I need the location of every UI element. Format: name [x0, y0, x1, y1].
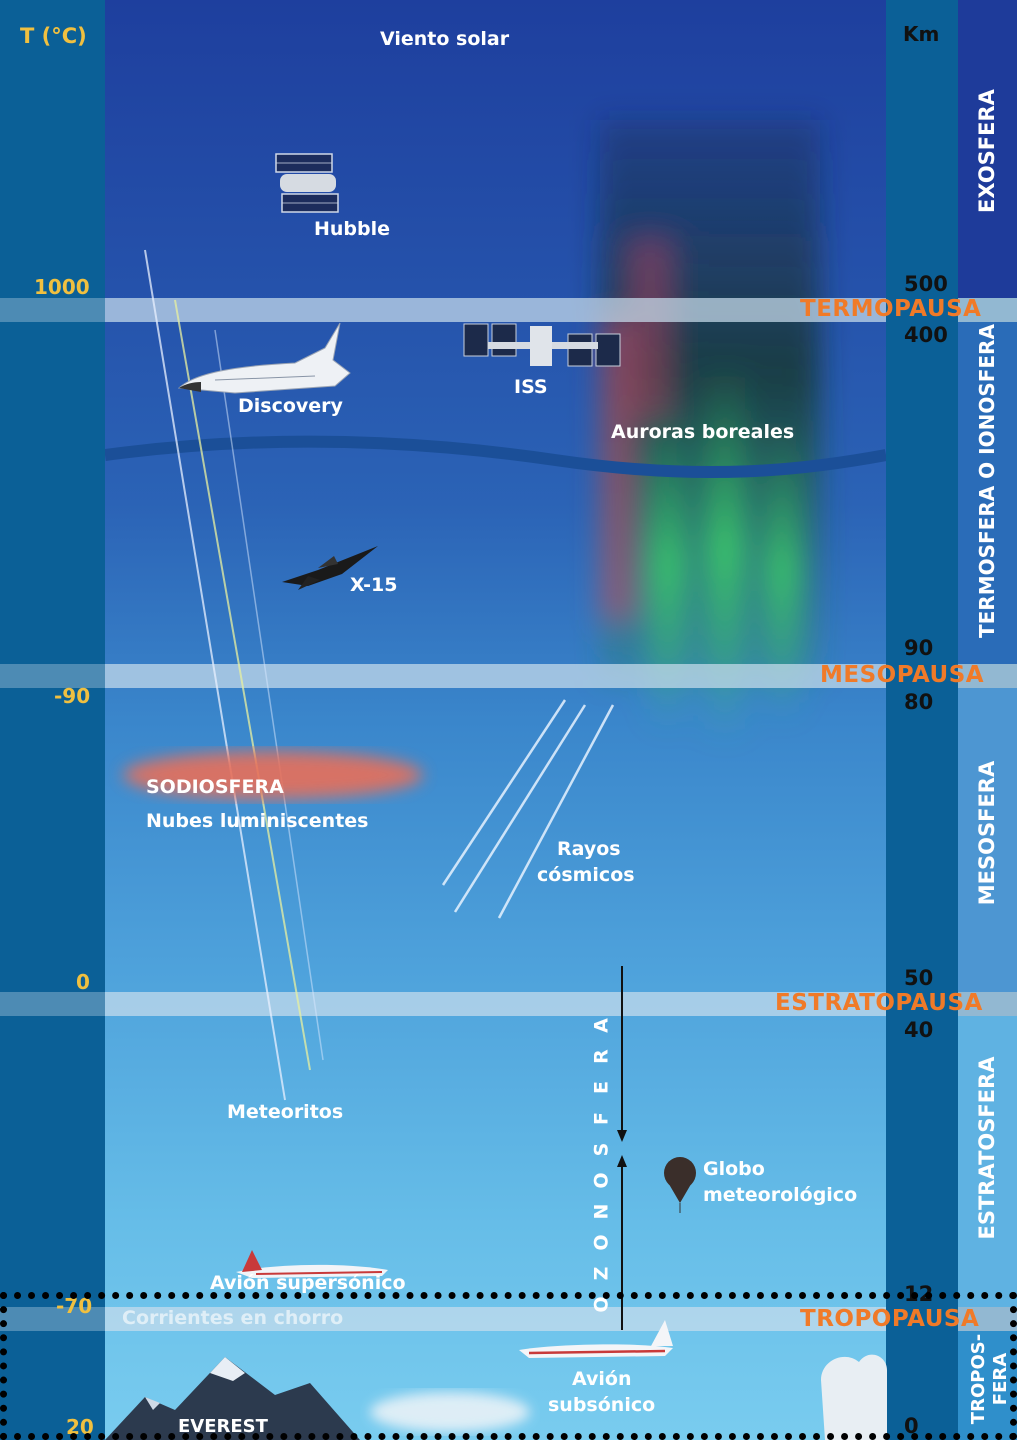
- subsonico-label: subsónico: [548, 1394, 656, 1416]
- avion-label: Avión: [572, 1368, 632, 1390]
- km-0: 0: [904, 1414, 919, 1438]
- termopausa-band: [105, 298, 1017, 322]
- nubes-label: Nubes luminiscentes: [146, 810, 369, 832]
- cumulus-cloud: [821, 1354, 887, 1440]
- weather-balloon-icon: [664, 1157, 696, 1213]
- meteoritos-label: Meteoritos: [227, 1101, 344, 1123]
- km-50: 50: [904, 966, 934, 990]
- hubble-icon: [275, 153, 339, 213]
- x15-label: X-15: [350, 574, 398, 596]
- estratosfera-label: ESTRATOSFERA: [975, 1056, 999, 1240]
- troposfera-strip: [958, 1331, 1017, 1440]
- everest-label: EVEREST: [178, 1416, 268, 1437]
- sodiosfera-label: SODIOSFERA: [146, 776, 284, 798]
- subsonic-plane-icon: [519, 1320, 673, 1358]
- discovery-shuttle-icon: [177, 322, 351, 394]
- solar-wind-label: Viento solar: [380, 28, 510, 50]
- mesopausa-band-left: [0, 664, 105, 688]
- mesosfera-label: MESOSFERA: [975, 760, 999, 906]
- mesopausa-band: [105, 664, 1017, 688]
- meteor-trails: [144, 249, 615, 1101]
- tropopausa-band: [105, 1307, 1017, 1331]
- exosfera-label: EXOSFERA: [975, 89, 999, 213]
- termopausa-label: TERMOPAUSA: [800, 296, 982, 322]
- km-90: 90: [904, 636, 934, 660]
- hubble-label: Hubble: [314, 218, 391, 240]
- termopausa-band-left: [0, 298, 105, 322]
- discovery-label: Discovery: [238, 395, 343, 417]
- auroras-label: Auroras boreales: [611, 421, 795, 443]
- estratosfera-strip: [958, 1016, 1017, 1307]
- exosfera-strip: [958, 0, 1017, 298]
- temperature-unit: T (°C): [20, 24, 87, 48]
- km-80: 80: [904, 690, 934, 714]
- estratopausa-band: [105, 992, 1017, 1016]
- km-unit: Km: [903, 22, 940, 46]
- ozonosphere-arrow: [617, 966, 627, 1330]
- sodiosfera-cloud: [123, 751, 423, 799]
- tropopausa-band-left: [0, 1307, 105, 1331]
- supersonic-plane-icon: [236, 1250, 388, 1278]
- temp-minus-90: -90: [54, 684, 91, 708]
- x15-icon: [282, 546, 378, 590]
- temperature-column: [0, 0, 105, 1440]
- km-40: 40: [904, 1018, 934, 1042]
- tropopausa-label: TROPOPAUSA: [800, 1306, 980, 1332]
- altitude-column: [886, 0, 958, 1440]
- everest-mountain: [105, 1357, 360, 1440]
- termosfera-label: TERMOSFERA O IONOSFERA: [975, 324, 999, 638]
- meteorologico-label: meteorológico: [703, 1184, 858, 1206]
- ionosphere-wave: [105, 435, 886, 479]
- termosfera-strip: [958, 322, 1017, 664]
- cloud-graphic: [370, 1392, 530, 1432]
- globo-label: Globo: [703, 1158, 765, 1180]
- iss-icon: [463, 323, 621, 367]
- km-500: 500: [904, 272, 948, 296]
- corrientes-label: Corrientes en chorro: [122, 1307, 344, 1329]
- iss-label: ISS: [514, 376, 548, 398]
- dotted-frame: [0, 1292, 1017, 1440]
- estratopausa-band-left: [0, 992, 105, 1016]
- temp-0: 0: [76, 970, 90, 994]
- estratopausa-label: ESTRATOPAUSA: [775, 990, 983, 1016]
- mesosfera-strip: [958, 688, 1017, 992]
- supersonico-label: Avión supersónico: [210, 1272, 406, 1294]
- rayos-label: Rayos: [557, 838, 621, 860]
- km-400: 400: [904, 323, 948, 347]
- mesopausa-label: MESOPAUSA: [820, 662, 985, 688]
- cosmicos-label: cósmicos: [537, 864, 635, 886]
- temp-1000: 1000: [34, 275, 90, 299]
